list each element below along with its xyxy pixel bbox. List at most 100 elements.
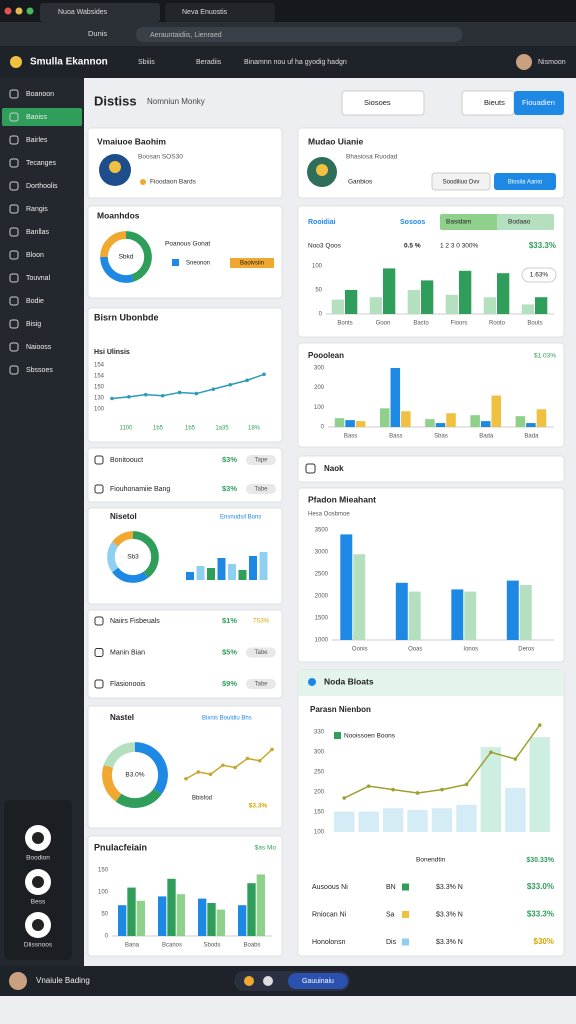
subtitle: Boosan SOS30 [138, 154, 183, 161]
sidebar-item[interactable]: Boanoon [26, 91, 54, 98]
sidebar-item[interactable]: Dorthoolis [26, 183, 58, 190]
home[interactable]: Dunis [88, 29, 107, 38]
icon [32, 832, 44, 844]
chip-active[interactable] [288, 973, 348, 989]
point [391, 787, 395, 792]
point [464, 782, 469, 787]
point [110, 396, 114, 401]
point [233, 765, 237, 770]
icon [9, 250, 19, 260]
pill-label: 7S3% [253, 619, 270, 625]
bar [407, 809, 428, 832]
sidebar-action[interactable]: Bess [31, 899, 46, 906]
search-button[interactable] [341, 90, 425, 116]
donut-center: Sb3 [127, 554, 139, 561]
point [127, 395, 131, 399]
axis-label: 3500 [315, 528, 329, 534]
card-title: Nastel [110, 713, 134, 722]
sidebar-item[interactable]: Naiooss [26, 344, 52, 351]
bar [345, 420, 355, 427]
bar [249, 556, 257, 580]
category-label: Bada [479, 434, 494, 440]
window-dot [26, 7, 34, 15]
bar [529, 736, 550, 832]
tab-title[interactable]: Neva Enuostis [182, 9, 228, 16]
axis-label: 50 [315, 288, 322, 294]
bar [464, 591, 477, 640]
sidebar-item[interactable]: Bisig [26, 321, 41, 328]
tab[interactable]: Sosoos [400, 219, 425, 226]
primary[interactable]: Fiouadien [522, 98, 555, 107]
url[interactable]: Aerauntaidiis, Lienraed [150, 32, 222, 39]
donut-segment [102, 764, 122, 802]
cell: $3.3% N [436, 884, 463, 891]
button-label[interactable]: Soodiliuo Dvv [443, 180, 480, 186]
axis-label: 150 [314, 810, 325, 816]
sidebar-action[interactable]: Dlissnoos [24, 942, 53, 949]
tab[interactable]: Rooidiai [308, 219, 336, 226]
link[interactable]: Ensnudsil Bons [220, 515, 261, 521]
bar [340, 534, 353, 640]
primary-button[interactable] [514, 91, 564, 115]
bar [526, 423, 536, 427]
app-header [0, 46, 576, 78]
icon [305, 463, 316, 474]
bar [196, 566, 205, 580]
chip-label[interactable]: Gauuinaiu [302, 978, 334, 985]
filter[interactable]: Bieuts [484, 98, 505, 107]
category-label: 1100 [120, 426, 134, 432]
donut-segment [115, 788, 162, 808]
tab-title[interactable]: Nuoa Wabsides [58, 9, 108, 16]
link[interactable]: Bixnis Bouldiu Bhs [202, 716, 252, 722]
page-subtitle: Nomniun Monky [147, 97, 205, 106]
bar [228, 564, 236, 580]
sidebar-item[interactable]: Sbssoes [26, 367, 53, 374]
card [87, 447, 283, 503]
nav-item[interactable]: Sbiiis [138, 59, 155, 66]
sidebar-item[interactable]: Bloon [26, 252, 44, 259]
avatar [516, 54, 532, 70]
axis-label: 2500 [315, 572, 329, 578]
button[interactable] [431, 172, 491, 191]
pill-label: Tabe [254, 487, 268, 493]
search[interactable]: Siosoes [364, 98, 391, 107]
sidebar-action[interactable]: Boodion [26, 855, 50, 862]
button-label[interactable]: Biosiia Aanio [508, 180, 543, 186]
section-title[interactable]: Naok [324, 464, 344, 473]
row-icon [94, 616, 104, 626]
axis-label: 2000 [315, 594, 329, 600]
sidebar-item[interactable]: Baoiss [26, 114, 48, 121]
point [194, 391, 199, 396]
point [196, 770, 201, 774]
sidebar-item[interactable]: Bairles [26, 137, 48, 144]
cell: BN [386, 884, 396, 891]
sidebar-item[interactable]: Banllas [26, 229, 49, 236]
legend-item: Nooissoen Boons [344, 733, 396, 740]
sidebar-item[interactable]: Touvnal [26, 275, 51, 282]
sidebar-item[interactable]: Rangis [26, 206, 48, 213]
line [185, 748, 273, 780]
nav-item[interactable]: Binamnn nou uf ha gyodig hadgn [244, 59, 347, 66]
sidebar-item[interactable]: Tecanges [26, 160, 56, 167]
row-icon [94, 648, 104, 657]
bar [382, 808, 404, 832]
cell: $3.3% N [436, 911, 463, 918]
bar [497, 273, 510, 314]
donut-segment [100, 231, 127, 258]
bar [395, 582, 408, 640]
pill [246, 484, 276, 494]
axis-label: 0 [319, 312, 323, 318]
primary-button[interactable] [494, 173, 556, 190]
bar [515, 416, 526, 427]
sidebar-item[interactable]: Bodie [26, 298, 44, 305]
card [297, 455, 565, 483]
donut-segment [112, 531, 134, 547]
icon [9, 342, 19, 352]
card [87, 127, 283, 199]
row-value: $1% [222, 616, 237, 625]
bar [238, 905, 247, 936]
axis-label: 330 [314, 730, 325, 736]
icon [9, 227, 19, 237]
nav-item[interactable]: Beradiis [196, 59, 222, 66]
bar [401, 411, 411, 427]
